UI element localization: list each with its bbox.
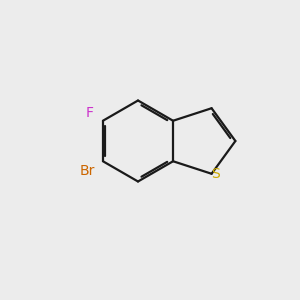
Text: F: F xyxy=(85,106,93,120)
Text: Br: Br xyxy=(79,164,94,178)
Text: S: S xyxy=(211,167,220,181)
